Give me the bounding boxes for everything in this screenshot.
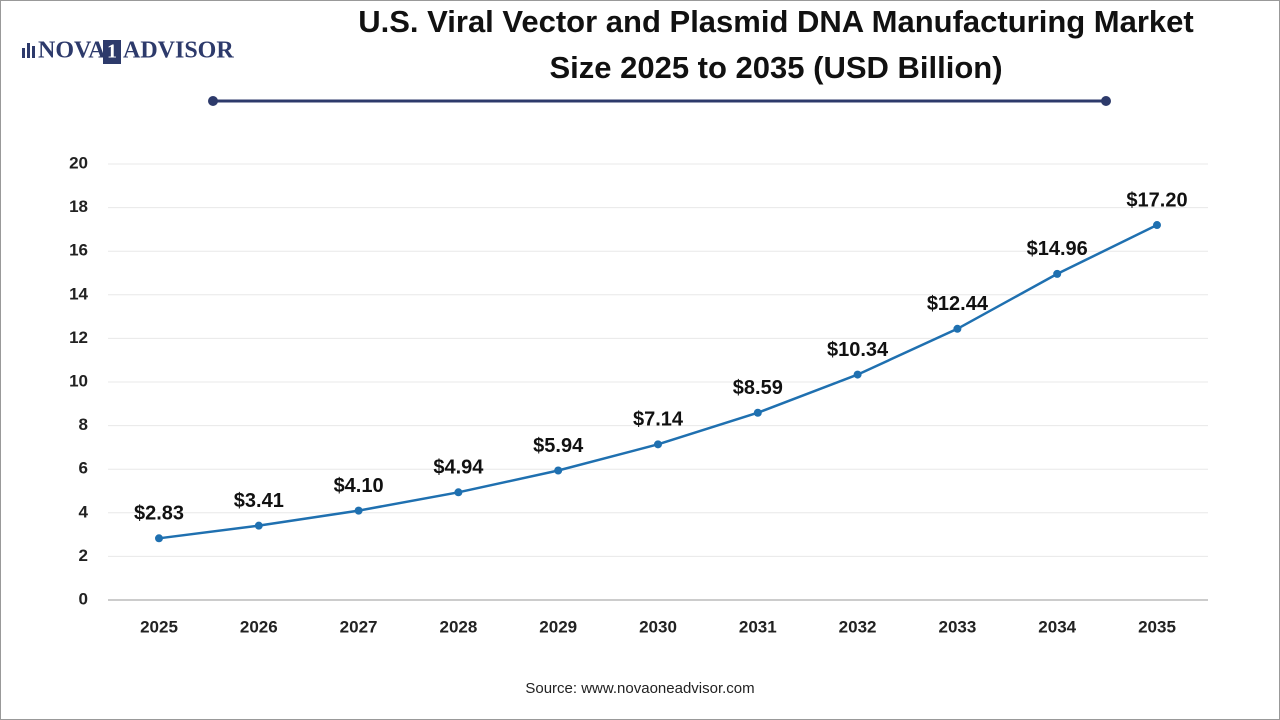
point (654, 440, 662, 449)
point (354, 506, 363, 515)
y-tick-label: 16 (69, 241, 88, 260)
point (254, 521, 263, 530)
y-tick-label: 14 (69, 284, 88, 303)
y-tick-label: 12 (69, 328, 88, 347)
point (155, 534, 163, 543)
logo: NOVA 1 ADVISOR (22, 38, 234, 64)
x-tick-label: 2028 (439, 617, 477, 636)
y-tick-label: 0 (79, 589, 88, 608)
x-tick-label: 2029 (539, 617, 577, 636)
data-label: $2.83 (134, 503, 184, 525)
data-label: $14.96 (1027, 238, 1088, 260)
point (554, 466, 563, 475)
y-tick-label: 8 (79, 415, 88, 434)
x-tick-label: 2031 (739, 617, 777, 636)
x-tick-label: 2030 (639, 617, 677, 636)
y-tick-label: 10 (69, 371, 88, 390)
data-label: $3.41 (234, 490, 284, 512)
divider-dot (1101, 96, 1111, 106)
point (853, 370, 862, 379)
data-label: $17.20 (1126, 189, 1187, 211)
x-tick-label: 2027 (340, 617, 378, 636)
data-label: $5.94 (533, 435, 584, 457)
logo-mark: 1 (107, 41, 117, 63)
point (1153, 221, 1161, 230)
y-tick-label: 20 (69, 153, 88, 172)
logo-text: ADVISOR (123, 38, 234, 64)
x-tick-label: 2034 (1038, 617, 1076, 636)
x-tick-label: 2035 (1138, 617, 1176, 636)
x-tick-label: 2033 (938, 617, 976, 636)
logo-text: NOVA (38, 38, 106, 64)
data-label: $4.10 (334, 475, 384, 497)
point (953, 324, 962, 333)
y-tick-label: 4 (79, 502, 89, 521)
x-tick-label: 2026 (240, 617, 278, 636)
data-label: $7.14 (633, 409, 684, 431)
data-label: $12.44 (927, 293, 989, 315)
y-tick-label: 18 (69, 197, 88, 216)
chart-title: U.S. Viral Vector and Plasmid DNA Manufa… (358, 4, 1194, 85)
y-tick-label: 6 (79, 459, 88, 478)
x-tick-label: 2032 (839, 617, 877, 636)
point (1053, 269, 1062, 278)
source: Source: www.novaoneadvisor.com (525, 680, 754, 697)
x-tick-label: 2025 (140, 617, 178, 636)
data-label: $10.34 (827, 339, 889, 361)
point (753, 408, 762, 417)
data-label: $4.94 (433, 457, 484, 479)
divider-dot (208, 96, 218, 106)
y-tick-label: 2 (79, 546, 88, 565)
point (454, 488, 463, 497)
data-label: $8.59 (733, 377, 783, 399)
